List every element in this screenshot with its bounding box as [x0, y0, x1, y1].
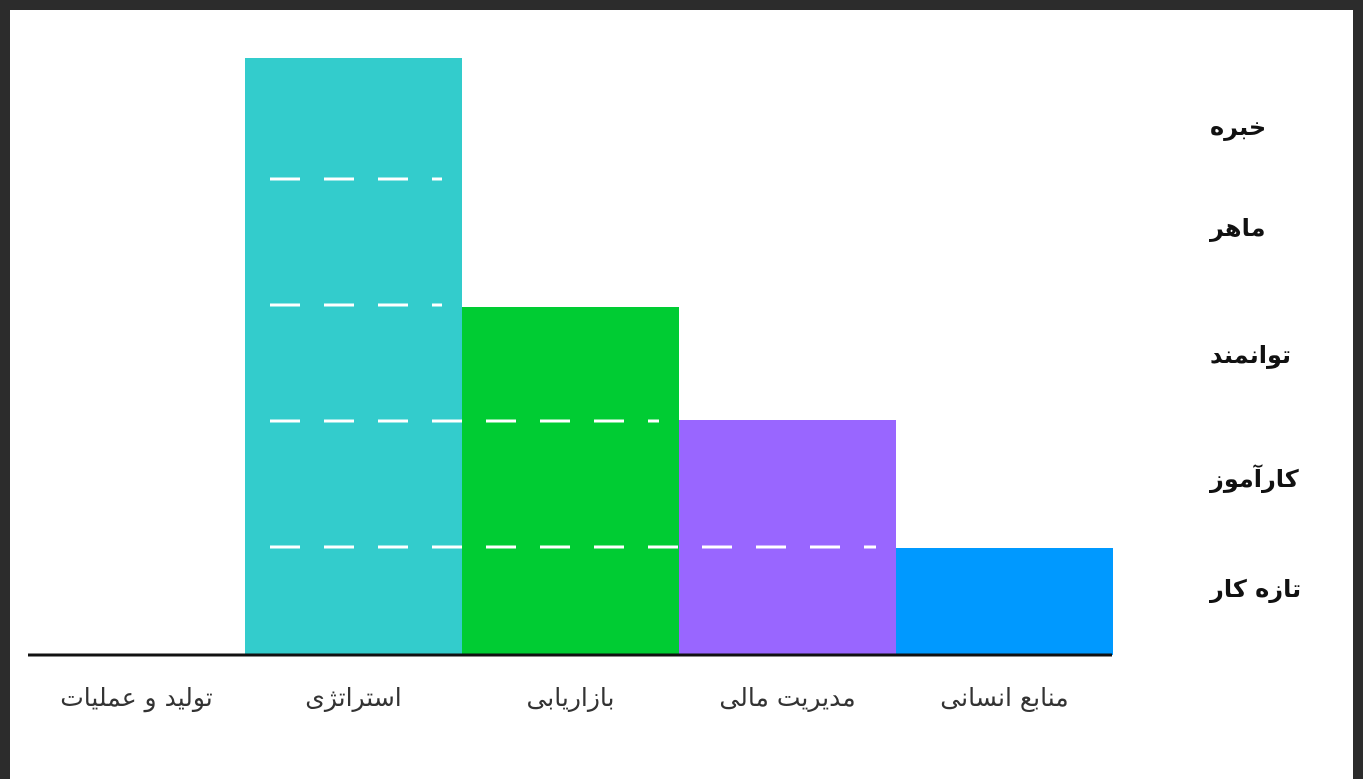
level-labels: تازه کار کارآموز توانمند ماهر خبره [1209, 113, 1301, 603]
bar-5 [896, 548, 1113, 655]
category-label-1: تولید و عملیات [60, 683, 213, 713]
level-label-4: ماهر [1209, 214, 1265, 242]
level-gridlines [270, 177, 876, 549]
category-label-5: منابع انسانی [940, 683, 1068, 713]
level-label-3: توانمند [1210, 341, 1291, 369]
bar-2 [245, 58, 462, 655]
category-label-2: استراتژی [305, 683, 402, 712]
category-label-4: مدیریت مالی [719, 683, 855, 712]
bars-group [245, 58, 1113, 655]
category-labels: تولید و عملیات استراتژی بازاریابی مدیریت ما… [60, 683, 1068, 713]
bar-4 [679, 420, 896, 655]
bar-3 [462, 307, 679, 655]
level-label-5: خبره [1210, 113, 1266, 141]
category-label-3: بازاریابی [526, 683, 614, 712]
level-label-2: کارآموز [1209, 464, 1299, 493]
level-label-1: تازه کار [1209, 575, 1301, 603]
